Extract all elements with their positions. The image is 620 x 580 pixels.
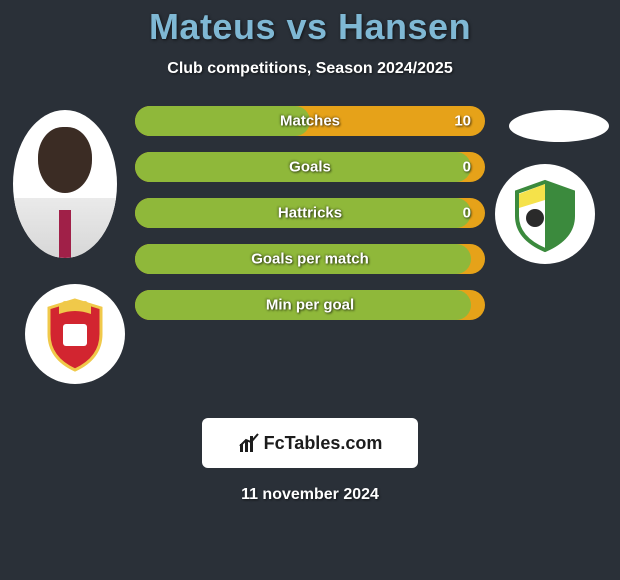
- bar-label: Min per goal: [266, 297, 354, 314]
- page-title: Mateus vs Hansen: [149, 6, 471, 48]
- bar-label: Matches: [280, 113, 340, 130]
- left-player-column: [5, 106, 135, 386]
- stat-bar: Hattricks 0: [135, 198, 485, 228]
- club-badge-right: [495, 164, 595, 264]
- brand-box[interactable]: FcTables.com: [202, 418, 418, 468]
- bar-label: Goals: [289, 159, 331, 176]
- bar-value: 0: [463, 205, 471, 222]
- shield-icon: [35, 294, 115, 374]
- right-player-column: [485, 106, 615, 386]
- date-line: 11 november 2024: [241, 486, 379, 504]
- player-face: [38, 127, 92, 193]
- stat-bars: Matches 10 Goals 0 Hattricks 0 Goals per match…: [135, 106, 485, 320]
- player-photo-left: [13, 110, 117, 258]
- bar-label: Goals per match: [251, 251, 369, 268]
- stat-bar: Goals 0: [135, 152, 485, 182]
- stat-bar: Goals per match: [135, 244, 485, 274]
- shield-icon: [505, 174, 585, 254]
- player-tie: [59, 210, 71, 258]
- bar-value: 0: [463, 159, 471, 176]
- chart-icon: [238, 432, 260, 454]
- comparison-row: Matches 10 Goals 0 Hattricks 0 Goals per match…: [0, 106, 620, 386]
- club-badge-left: [25, 284, 125, 384]
- root: Mateus vs Hansen Club competitions, Seas…: [0, 0, 620, 580]
- bar-label: Hattricks: [278, 205, 342, 222]
- bar-value: 10: [454, 113, 471, 130]
- stat-bar: Matches 10: [135, 106, 485, 136]
- stat-bar: Min per goal: [135, 290, 485, 320]
- player-photo-right: [509, 110, 609, 142]
- brand-text: FcTables.com: [264, 433, 383, 454]
- subtitle: Club competitions, Season 2024/2025: [167, 60, 452, 78]
